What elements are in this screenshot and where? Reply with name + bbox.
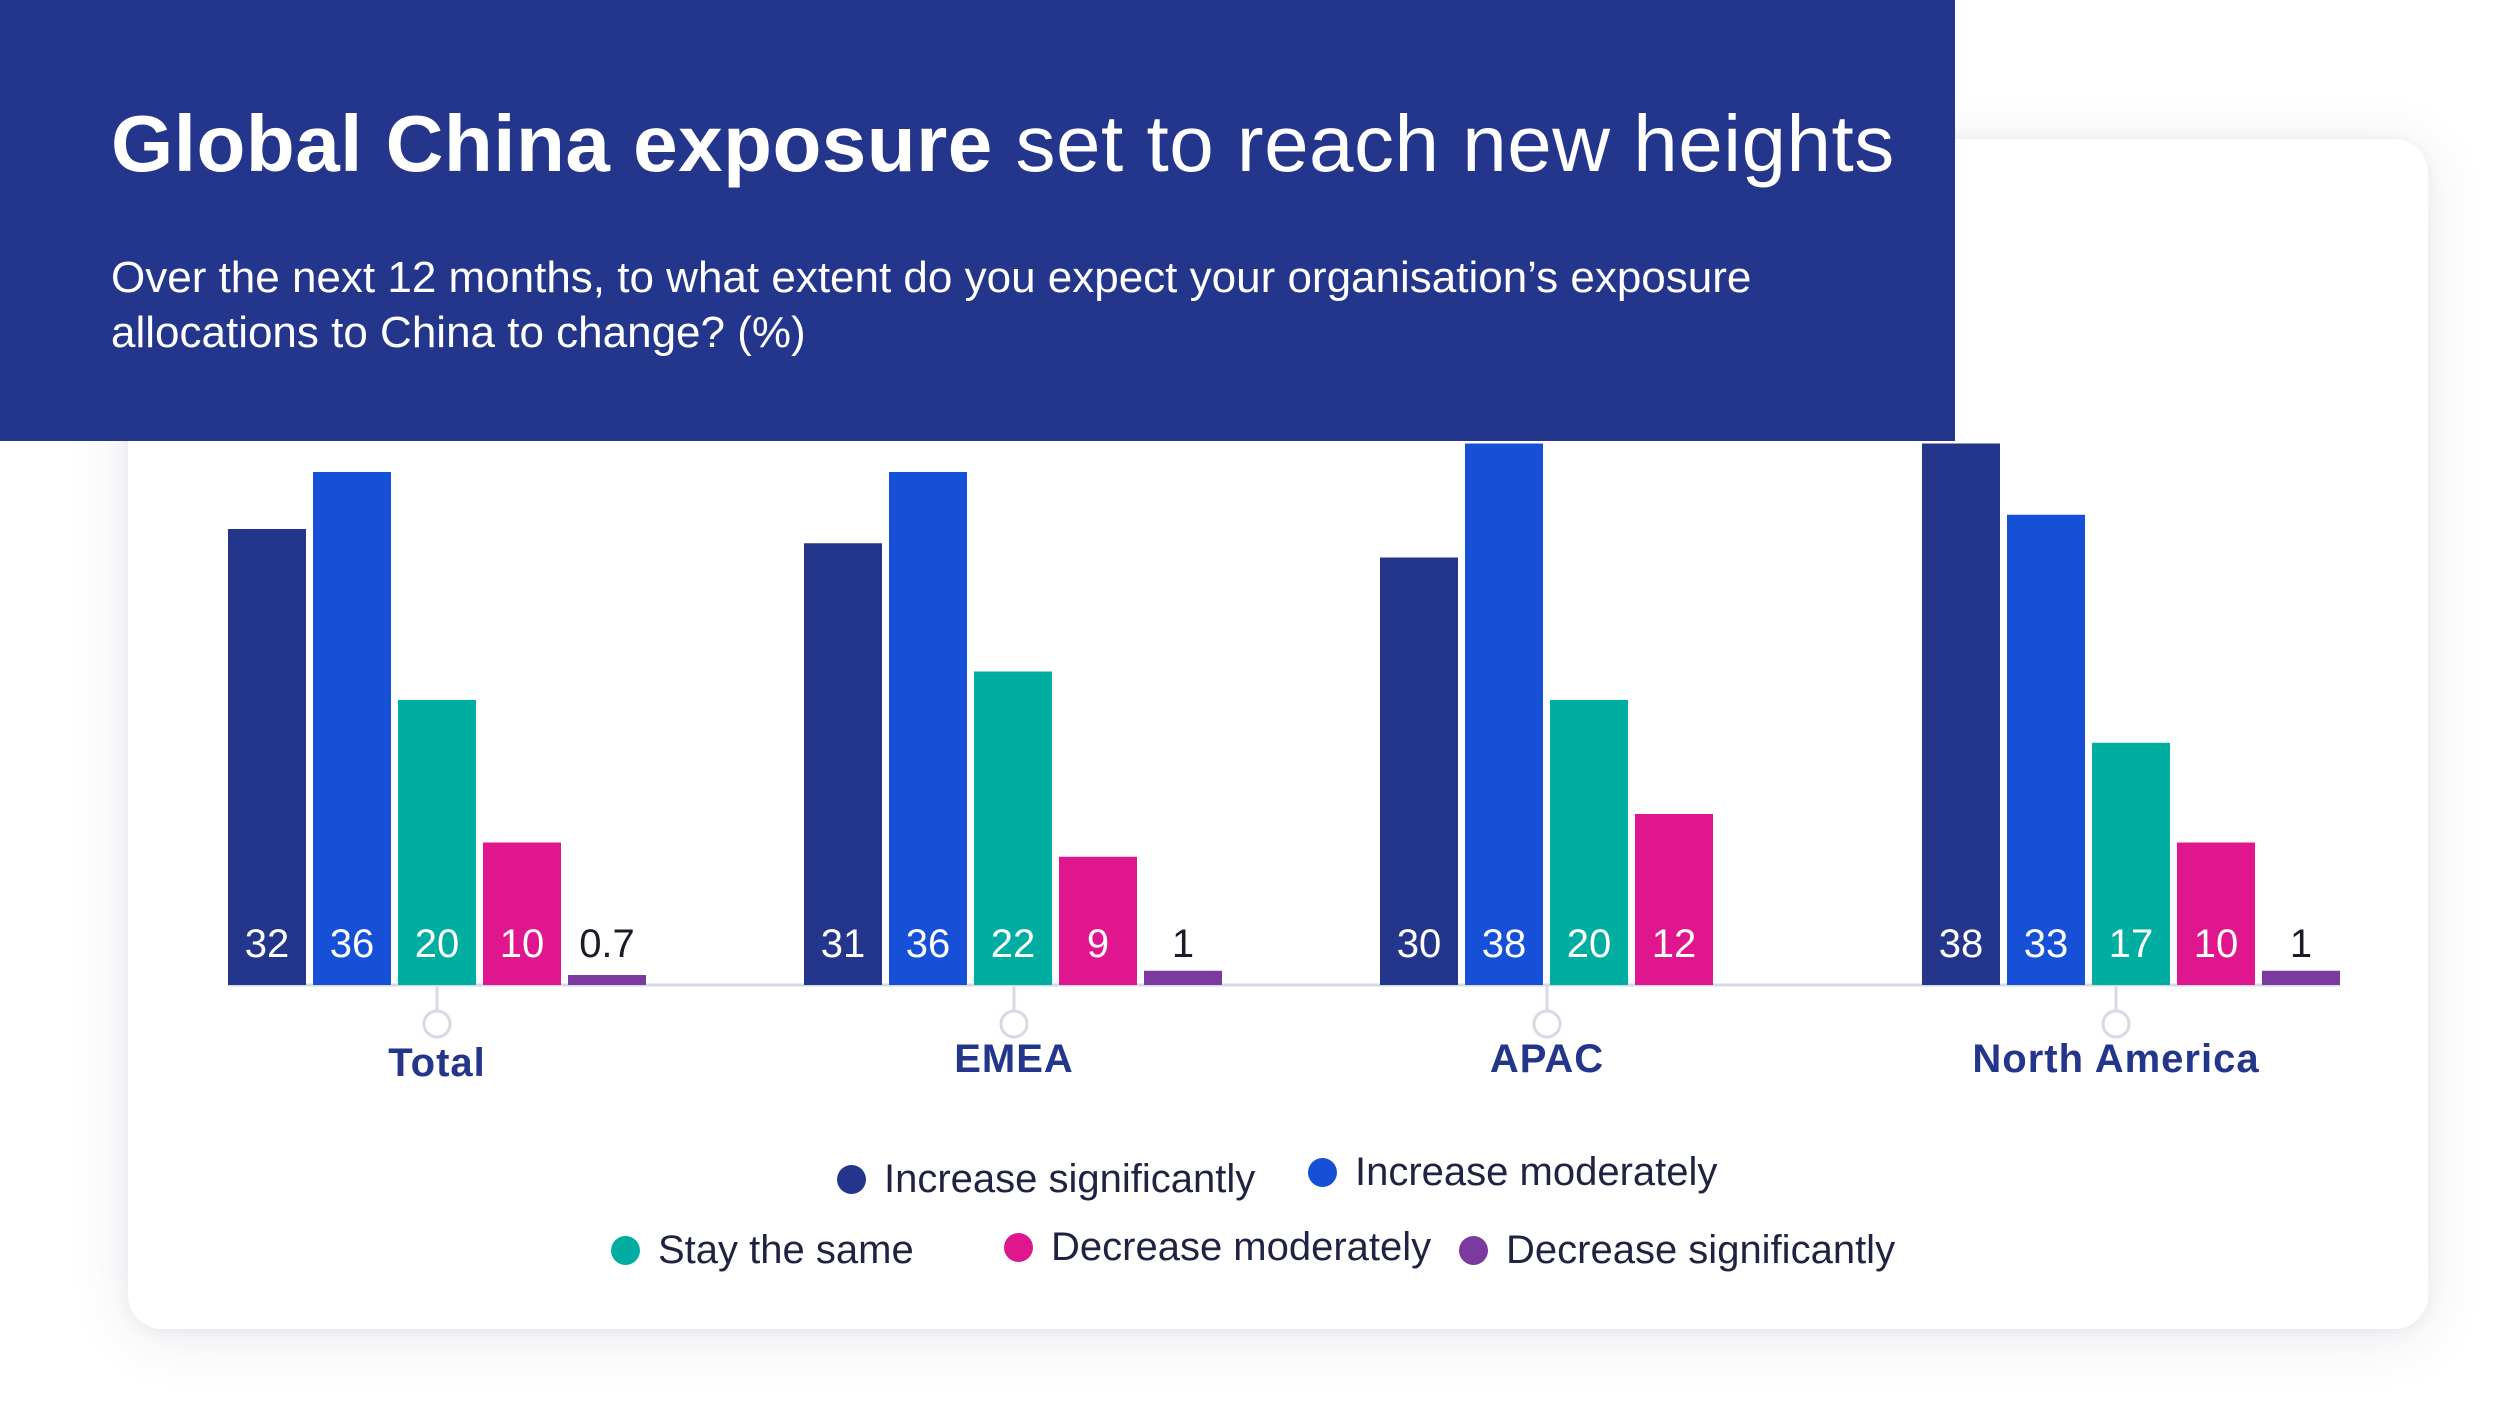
data-label-total-decrease-significantly: 0.7 <box>579 922 635 966</box>
data-label-emea-increase-moderately: 36 <box>906 922 951 966</box>
data-label-north-america-decrease-significantly: 1 <box>2290 922 2312 966</box>
category-label-emea: EMEA <box>954 1037 1074 1081</box>
legend-label-increase-moderately: Increase moderately <box>1355 1150 1718 1194</box>
bar-apac-increase-moderately <box>1465 443 1543 985</box>
category-marker-north-america <box>2101 1009 2131 1039</box>
category-label-north-america: North America <box>1972 1037 2259 1081</box>
bar-north-america-increase-moderately <box>2007 514 2085 985</box>
bar-total-decrease-significantly <box>568 975 646 985</box>
legend-swatch-stay-the-same <box>611 1235 640 1265</box>
legend-swatch-increase-significantly <box>837 1164 866 1194</box>
header-banner: Global China exposure set to reach new h… <box>0 0 1955 441</box>
category-marker-total <box>422 1009 452 1039</box>
data-label-total-stay-the-same: 20 <box>415 922 460 966</box>
bar-north-america-decrease-significantly <box>2262 970 2340 985</box>
bar-total-stay-the-same <box>398 700 476 985</box>
category-marker-apac <box>1532 1009 1562 1039</box>
data-label-north-america-decrease-moderately: 10 <box>2194 922 2239 966</box>
data-label-north-america-increase-moderately: 33 <box>2024 922 2069 966</box>
category-label-total: Total <box>388 1041 486 1085</box>
data-label-total-increase-significantly: 32 <box>245 922 290 966</box>
data-label-apac-increase-moderately: 38 <box>1482 922 1527 966</box>
legend-swatch-increase-moderately <box>1308 1157 1337 1187</box>
bar-total-decrease-moderately <box>483 842 561 985</box>
bar-north-america-decrease-moderately <box>2177 842 2255 985</box>
bar-emea-decrease-significantly <box>1144 970 1222 985</box>
data-label-emea-decrease-moderately: 9 <box>1087 922 1109 966</box>
data-label-apac-stay-the-same: 20 <box>1567 922 1612 966</box>
bar-north-america-stay-the-same <box>2092 742 2170 985</box>
legend-label-increase-significantly: Increase significantly <box>884 1157 1256 1201</box>
data-label-apac-decrease-moderately: 12 <box>1652 922 1697 966</box>
legend-swatch-decrease-moderately <box>1004 1232 1033 1262</box>
data-label-total-increase-moderately: 36 <box>330 922 375 966</box>
data-label-apac-increase-significantly: 30 <box>1397 922 1442 966</box>
legend-item-increase-moderately: Increase moderately <box>1308 1148 1717 1196</box>
legend-label-decrease-significantly: Decrease significantly <box>1506 1228 1896 1272</box>
data-label-emea-increase-significantly: 31 <box>821 922 866 966</box>
bar-emea-increase-significantly <box>804 543 882 985</box>
data-label-total-decrease-moderately: 10 <box>500 922 545 966</box>
data-label-north-america-increase-significantly: 38 <box>1939 922 1984 966</box>
legend-item-increase-significantly: Increase significantly <box>837 1155 1255 1203</box>
bar-apac-increase-significantly <box>1380 557 1458 985</box>
data-label-emea-stay-the-same: 22 <box>991 922 1036 966</box>
title-bold: Global China exposure <box>111 99 993 188</box>
category-marker-emea <box>999 1009 1029 1039</box>
bar-north-america-increase-significantly <box>1922 443 2000 985</box>
bar-emea-stay-the-same <box>974 671 1052 985</box>
bar-emea-decrease-moderately <box>1059 856 1137 985</box>
title-light: set to reach new heights <box>1015 99 1895 188</box>
survey-question: Over the next 12 months, to what extent … <box>111 253 1752 357</box>
bar-emea-increase-moderately <box>889 472 967 985</box>
legend-item-decrease-significantly: Decrease significantly <box>1459 1226 1895 1274</box>
data-label-emea-decrease-significantly: 1 <box>1172 922 1194 966</box>
page-title: Global China exposure set to reach new h… <box>111 96 1895 192</box>
category-label-apac: APAC <box>1490 1037 1604 1081</box>
legend-label-stay-the-same: Stay the same <box>658 1228 914 1272</box>
legend-swatch-decrease-significantly <box>1459 1235 1488 1265</box>
bar-apac-stay-the-same <box>1550 700 1628 985</box>
data-label-north-america-stay-the-same: 17 <box>2109 922 2154 966</box>
bar-total-increase-moderately <box>313 472 391 985</box>
bar-total-increase-significantly <box>228 529 306 985</box>
bar-apac-decrease-moderately <box>1635 814 1713 985</box>
legend-item-decrease-moderately: Decrease moderately <box>1004 1223 1431 1271</box>
legend-label-decrease-moderately: Decrease moderately <box>1051 1225 1432 1269</box>
legend-item-stay-the-same: Stay the same <box>611 1226 914 1274</box>
